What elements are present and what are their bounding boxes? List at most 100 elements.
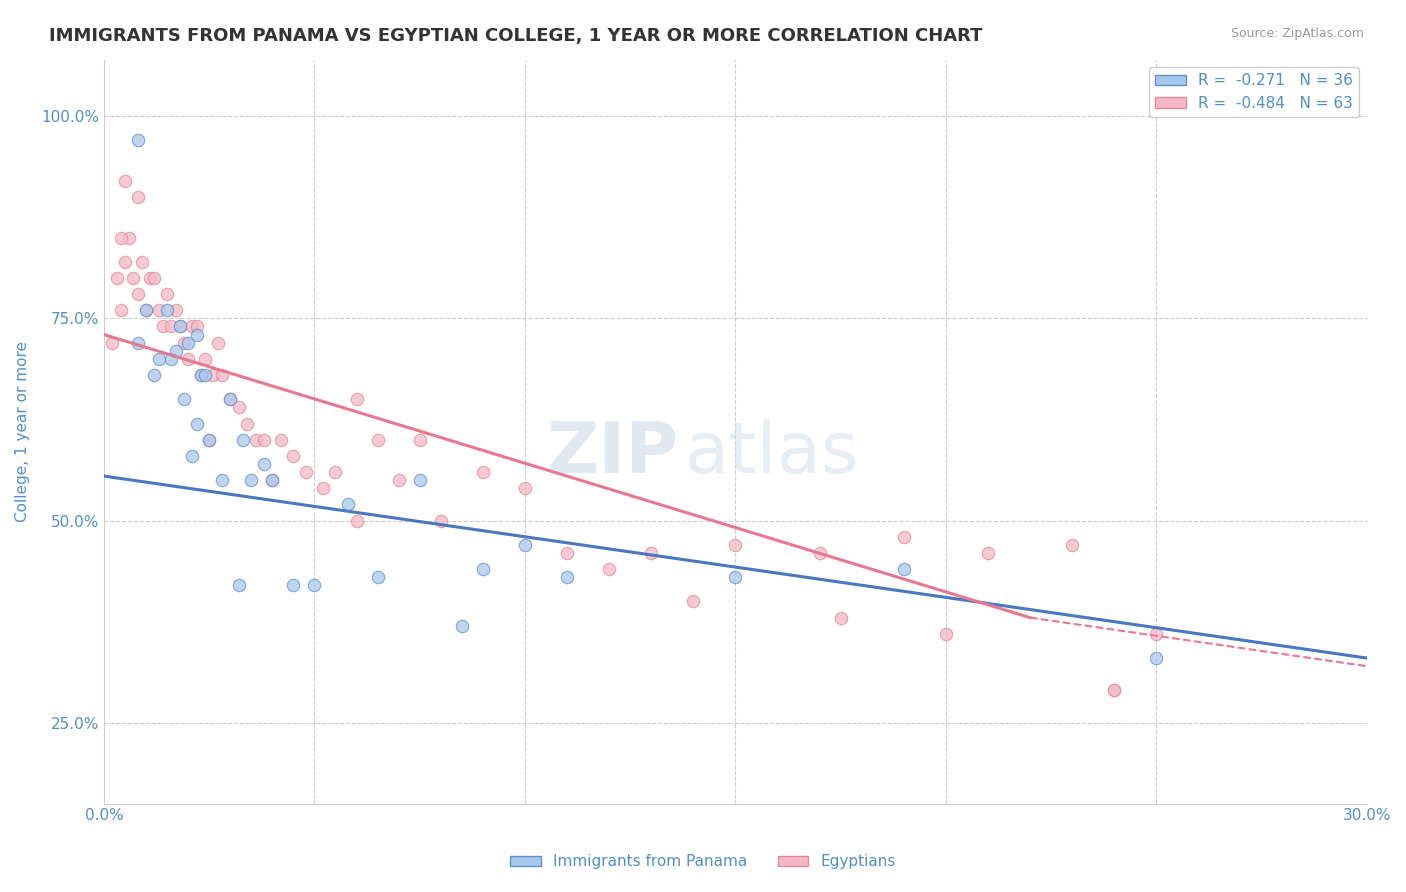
Point (160, 319, 183, 334)
Point (346, 392, 368, 407)
Point (194, 351, 217, 366)
Text: atlas: atlas (685, 419, 859, 489)
Point (135, 303, 157, 318)
Point (156, 303, 179, 318)
Point (181, 449, 204, 463)
Point (127, 190, 149, 204)
Point (245, 433, 267, 447)
Point (388, 473, 411, 487)
Point (471, 465, 494, 479)
Point (682, 594, 704, 608)
Point (253, 457, 276, 471)
Legend: Immigrants from Panama, Egyptians: Immigrants from Panama, Egyptians (503, 848, 903, 875)
Point (169, 319, 191, 334)
Point (312, 481, 335, 495)
Point (724, 538, 747, 552)
Point (1144, 651, 1167, 665)
Point (429, 514, 451, 528)
Point (228, 401, 250, 415)
Point (190, 368, 212, 382)
Point (977, 546, 1000, 560)
Point (114, 174, 136, 188)
Text: IMMIGRANTS FROM PANAMA VS EGYPTIAN COLLEGE, 1 YEAR OR MORE CORRELATION CHART: IMMIGRANTS FROM PANAMA VS EGYPTIAN COLLE… (49, 27, 983, 45)
Point (724, 570, 747, 584)
Point (148, 351, 170, 366)
Point (110, 230, 132, 244)
Point (186, 327, 208, 342)
Point (893, 562, 915, 576)
Point (194, 368, 217, 382)
Point (105, 271, 128, 285)
Point (228, 578, 250, 592)
Point (232, 433, 254, 447)
Point (127, 287, 149, 301)
Point (143, 368, 166, 382)
Point (202, 368, 225, 382)
Text: ZIP: ZIP (547, 419, 679, 489)
Point (513, 481, 536, 495)
Point (211, 368, 233, 382)
Point (240, 473, 263, 487)
Point (1102, 683, 1125, 698)
Point (122, 271, 145, 285)
Point (270, 433, 292, 447)
Point (165, 303, 187, 318)
Point (236, 417, 259, 431)
Point (177, 335, 200, 350)
Point (186, 417, 208, 431)
Point (156, 287, 179, 301)
Point (808, 546, 831, 560)
Point (1144, 627, 1167, 641)
Point (1102, 683, 1125, 698)
Point (337, 497, 360, 511)
Point (135, 303, 157, 318)
Point (190, 368, 212, 382)
Point (253, 433, 276, 447)
Point (325, 465, 347, 479)
Point (283, 578, 305, 592)
Point (211, 473, 233, 487)
Point (262, 473, 284, 487)
Point (207, 335, 229, 350)
Y-axis label: College, 1 year or more: College, 1 year or more (15, 341, 30, 522)
Point (148, 303, 170, 318)
Point (131, 254, 153, 268)
Point (127, 335, 149, 350)
Point (118, 230, 141, 244)
Point (640, 546, 662, 560)
Point (169, 319, 191, 334)
Point (295, 465, 318, 479)
Point (367, 433, 389, 447)
Point (219, 392, 242, 407)
Point (935, 627, 957, 641)
Point (177, 351, 200, 366)
Point (143, 271, 166, 285)
Point (283, 449, 305, 463)
Point (1062, 538, 1084, 552)
Point (186, 319, 208, 334)
Point (408, 433, 430, 447)
Point (127, 133, 149, 147)
Point (830, 610, 852, 624)
Point (160, 351, 183, 366)
Point (181, 319, 204, 334)
Text: Source: ZipAtlas.com: Source: ZipAtlas.com (1230, 27, 1364, 40)
Point (450, 618, 472, 632)
Point (367, 570, 389, 584)
Point (165, 343, 187, 358)
Point (598, 562, 620, 576)
Point (114, 254, 136, 268)
Point (173, 335, 195, 350)
Point (555, 546, 578, 560)
Point (101, 335, 124, 350)
Point (471, 562, 494, 576)
Point (555, 570, 578, 584)
Point (346, 514, 368, 528)
Point (173, 392, 195, 407)
Point (262, 473, 284, 487)
Point (219, 392, 242, 407)
Point (152, 319, 174, 334)
Point (198, 433, 221, 447)
Legend: R =  -0.271   N = 36, R =  -0.484   N = 63: R = -0.271 N = 36, R = -0.484 N = 63 (1149, 67, 1360, 117)
Point (139, 271, 162, 285)
